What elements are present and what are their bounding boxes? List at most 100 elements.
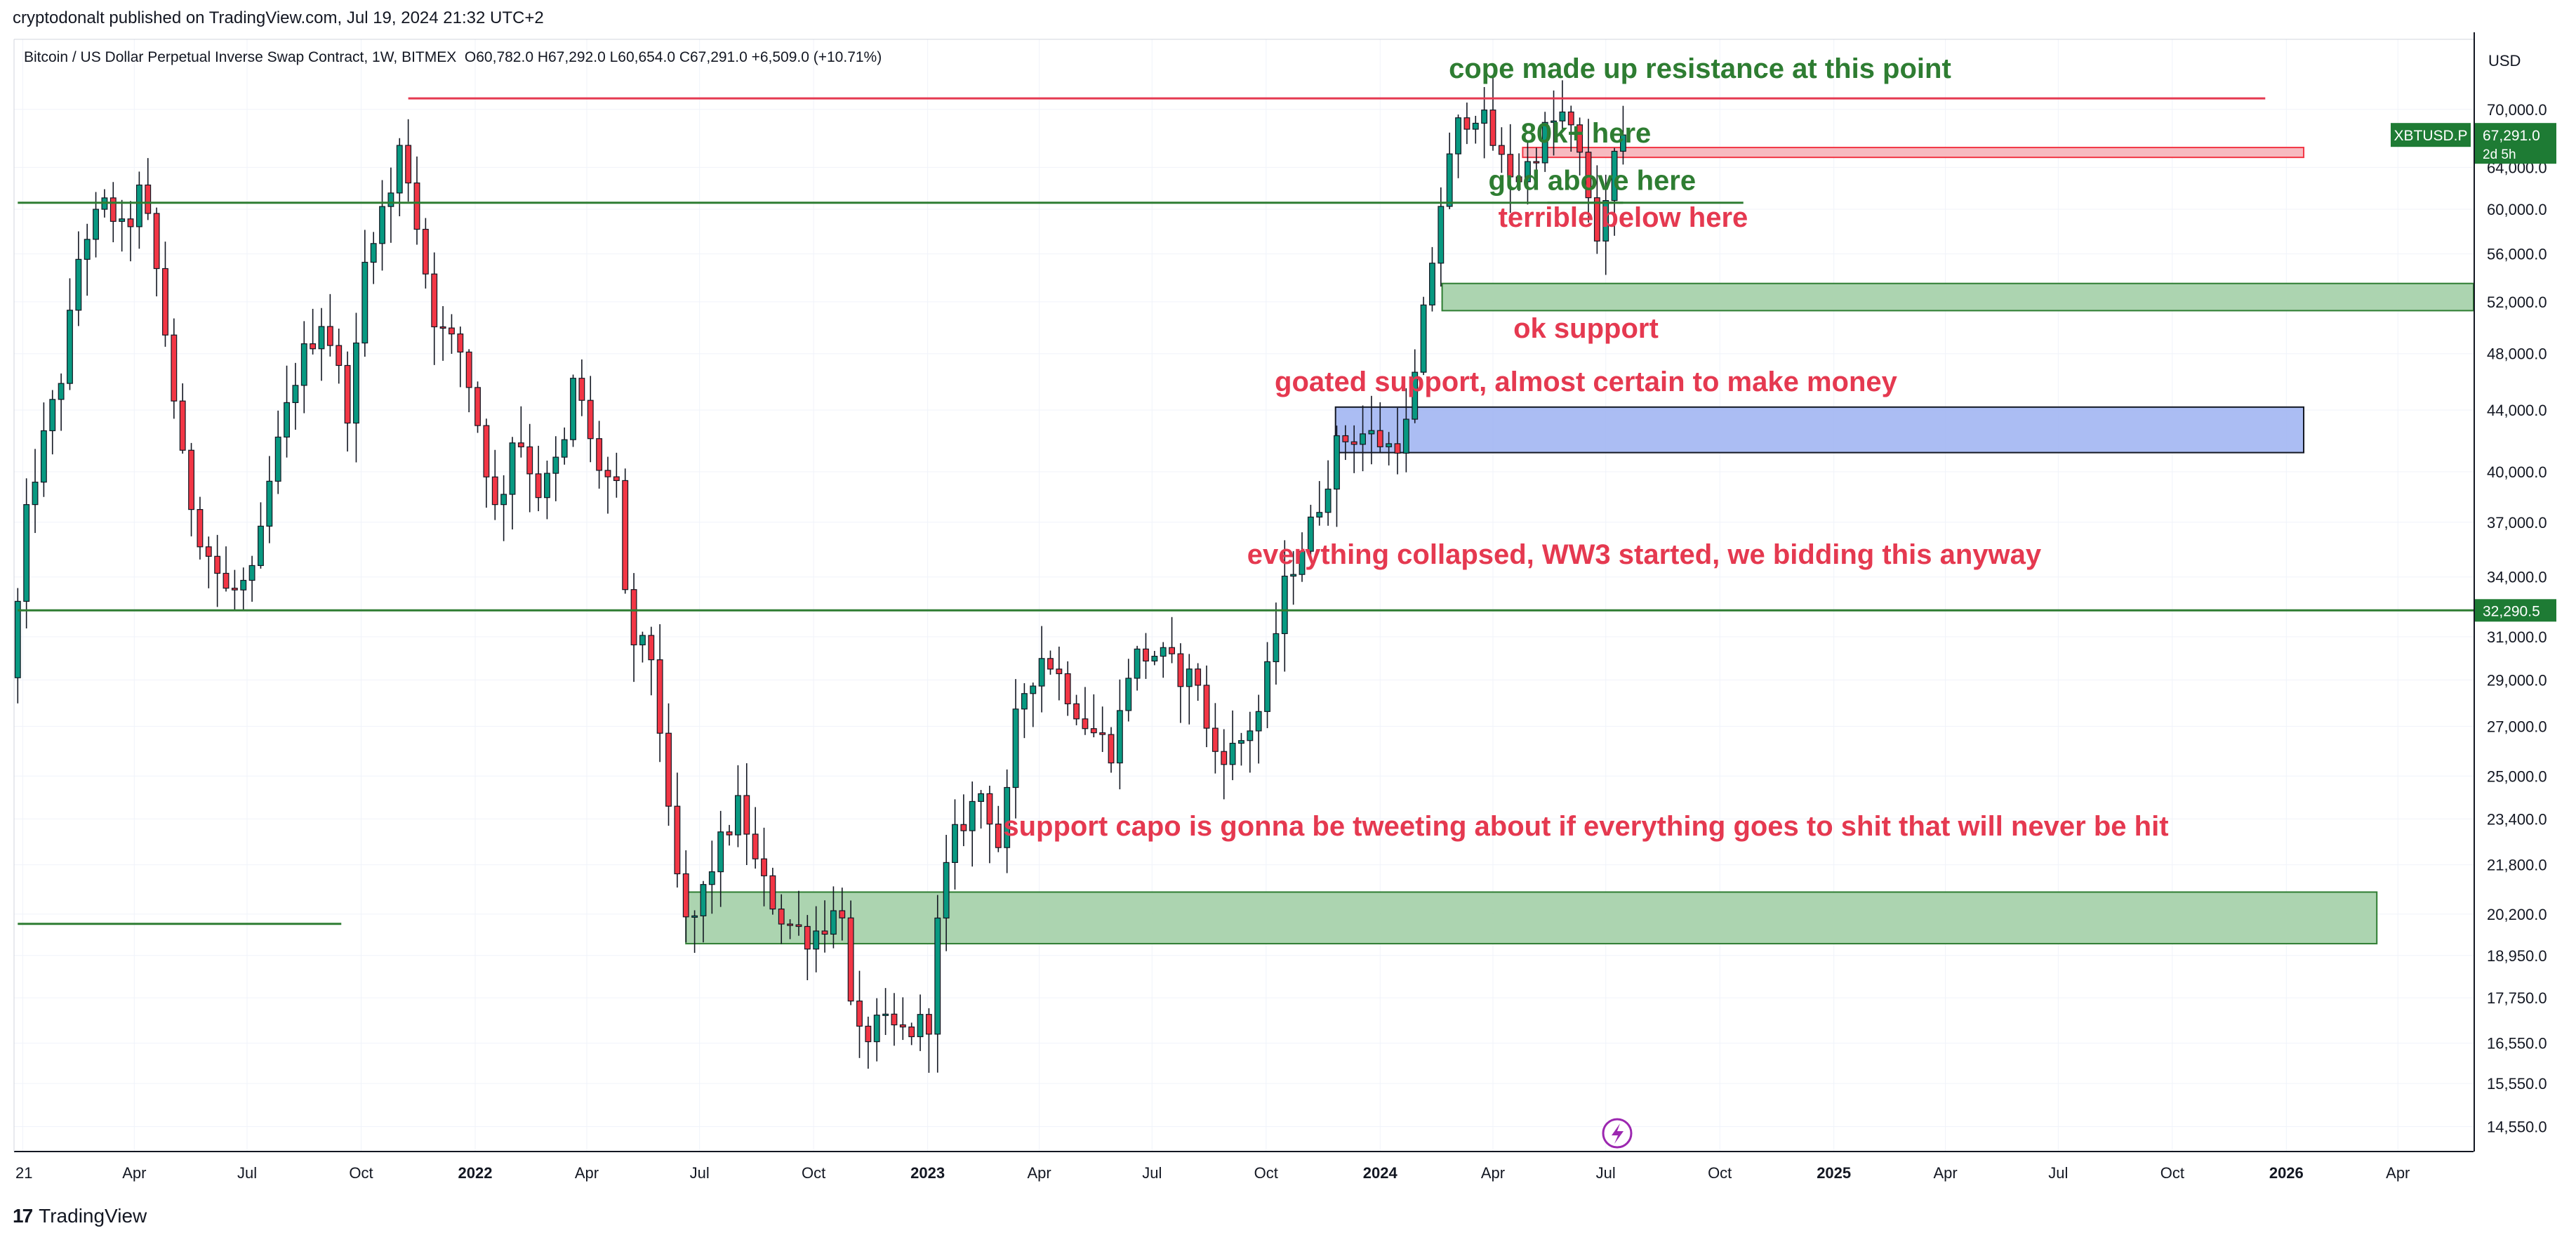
candle-down <box>231 569 238 612</box>
candle-body <box>587 400 594 440</box>
candle-body <box>743 795 750 835</box>
countdown-label: 2d 5h <box>2483 147 2516 162</box>
candle-body <box>1541 121 1548 164</box>
candle-down <box>865 1016 872 1069</box>
candle-down <box>1498 127 1505 173</box>
candle-body <box>734 795 741 836</box>
candle-body <box>135 184 142 227</box>
candle-up <box>978 790 985 829</box>
candle-down <box>1567 105 1574 152</box>
candle-body <box>318 326 325 350</box>
candle-body <box>205 546 212 557</box>
candle-down <box>449 314 455 354</box>
candle-down <box>1515 153 1522 192</box>
candle-up <box>1324 460 1332 526</box>
time-tick-label: Jul <box>237 1164 257 1182</box>
candle-body <box>292 385 299 403</box>
candle-down <box>1342 425 1349 461</box>
candle-up <box>1316 481 1323 526</box>
time-tick-label: Apr <box>1934 1164 1958 1182</box>
candle-body <box>1047 658 1054 670</box>
candle-down <box>1195 663 1202 701</box>
candle-up <box>700 880 707 943</box>
candle-body <box>1342 435 1349 442</box>
candle-up <box>58 373 65 431</box>
candle-down <box>995 805 1002 852</box>
candle-down <box>439 305 446 361</box>
candle-body <box>1099 732 1106 735</box>
candle-body <box>1463 117 1470 130</box>
candle-body <box>1307 516 1314 552</box>
price-tick-label: 56,000.0 <box>2487 246 2547 263</box>
symbol-title: Bitcoin / US Dollar Perpetual Inverse Sw… <box>24 49 457 65</box>
candle-body <box>899 1024 906 1028</box>
candle-body <box>960 824 967 831</box>
time-tick-label: Apr <box>575 1164 599 1182</box>
candle-body <box>1602 199 1609 242</box>
candle-body <box>552 456 559 474</box>
candle-body <box>1238 740 1244 744</box>
candle-down <box>925 1008 932 1073</box>
price-tick-label: 60,000.0 <box>2487 201 2547 218</box>
candle-down <box>1047 650 1054 675</box>
candle-body <box>761 858 767 876</box>
candle-body <box>40 430 47 483</box>
candle-up <box>1151 651 1158 666</box>
candle-body <box>517 442 524 448</box>
candle-up <box>1255 694 1262 764</box>
candle-body <box>396 145 403 194</box>
candle-body <box>873 1015 880 1043</box>
candle-down <box>604 456 611 514</box>
candle-down <box>856 970 863 1058</box>
candle-body <box>604 470 611 477</box>
candle-down <box>778 894 785 944</box>
candle-down <box>899 997 906 1041</box>
candle-up <box>943 834 950 951</box>
annotation-5: ok support <box>1513 313 1659 344</box>
candle-body <box>361 261 369 344</box>
candle-up <box>1273 602 1280 685</box>
candle-body <box>197 509 204 548</box>
candle-down <box>1090 694 1097 738</box>
candle-down <box>422 218 429 289</box>
candle-down <box>413 156 420 245</box>
candle-body <box>1360 433 1366 445</box>
ohlc-values: O60,782.0 H67,292.0 L60,654.0 C67,291.0 … <box>464 49 882 65</box>
tradingview-brand[interactable]: 17 TradingView <box>13 1205 147 1227</box>
candle-up <box>1186 654 1193 725</box>
candle-body <box>188 449 194 510</box>
price-tick-label: 16,550.0 <box>2487 1035 2547 1053</box>
candle-body <box>1593 197 1600 242</box>
candle-body <box>1255 711 1262 732</box>
candle-up <box>1551 90 1557 156</box>
candle-up <box>544 461 550 520</box>
candle-body <box>258 525 264 567</box>
candle-down <box>109 182 117 243</box>
candle-body <box>223 572 230 589</box>
price-tick-label: 20,200.0 <box>2487 906 2547 923</box>
candle-body <box>1004 786 1011 848</box>
time-tick-label: Apr <box>122 1164 146 1182</box>
candle-down <box>1082 687 1089 735</box>
candle-down <box>1073 694 1080 725</box>
candle-body <box>1551 120 1557 123</box>
candle-up <box>40 402 47 497</box>
candle-body <box>795 924 802 928</box>
candle-body <box>405 145 412 184</box>
candle-body <box>1472 122 1479 130</box>
candle-up <box>1525 141 1531 205</box>
candle-down <box>1221 729 1228 800</box>
published-info: cryptodonalt published on TradingView.co… <box>13 8 544 27</box>
candle-up <box>361 230 369 357</box>
candle-up <box>813 906 820 972</box>
candle-down <box>491 449 498 520</box>
candle-up <box>119 199 126 252</box>
candle-down <box>821 900 828 953</box>
candle-body <box>1186 668 1193 687</box>
candle-down <box>127 201 134 262</box>
candle-up <box>952 799 958 890</box>
candle-up <box>258 502 264 569</box>
candle-down <box>1350 425 1357 473</box>
candle-body <box>231 588 238 591</box>
